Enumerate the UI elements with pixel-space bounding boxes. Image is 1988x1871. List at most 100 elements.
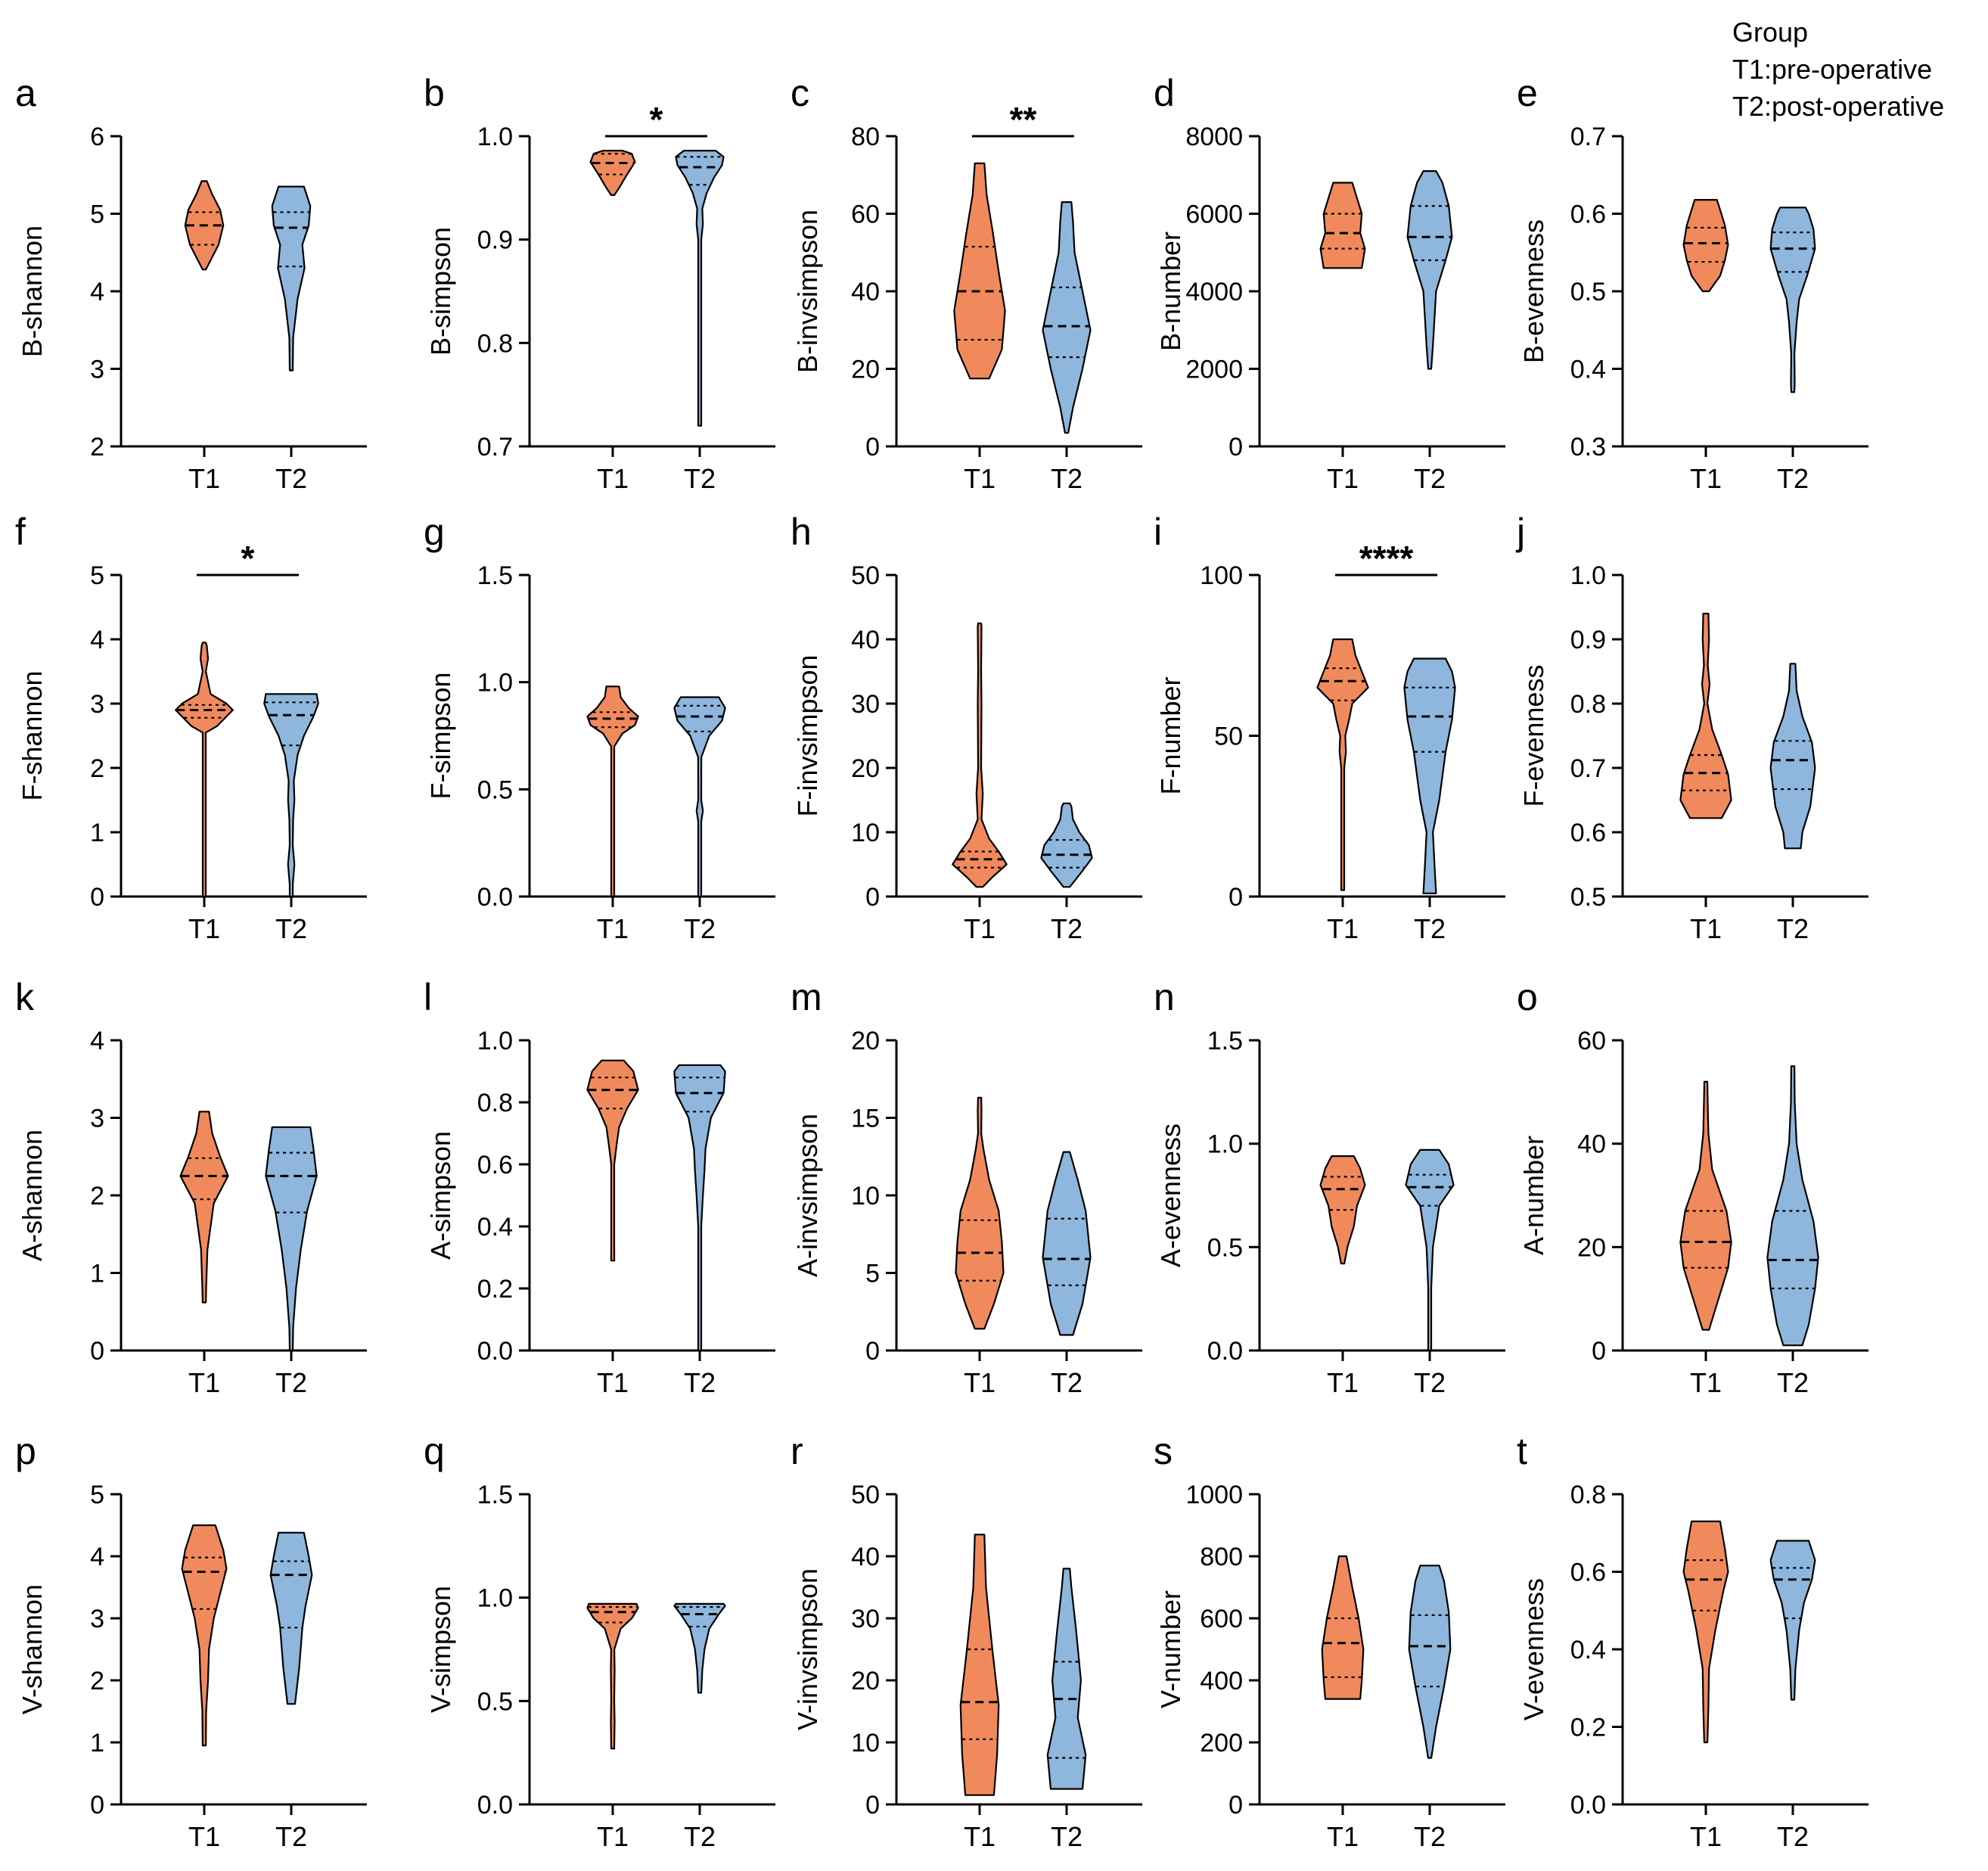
- panel-letter: c: [791, 72, 809, 114]
- y-tick-label: 0: [90, 1791, 104, 1820]
- y-tick-label: 0.5: [1207, 1233, 1243, 1262]
- x-tick-label: T1: [964, 463, 996, 494]
- x-tick-label: T2: [275, 913, 307, 944]
- y-axis-label: V-invsimpson: [792, 1568, 823, 1730]
- panel-j: j 0.5 0.6 0.7 0.8 0.9 1.0 T1 T2 F-evenness: [1515, 511, 1868, 944]
- y-tick-label: 0.8: [477, 329, 513, 358]
- x-tick-label: T1: [1690, 913, 1722, 944]
- violin-t1: [1319, 182, 1366, 269]
- y-tick-label: 0: [1229, 1791, 1243, 1820]
- y-tick-label: 0.5: [1570, 278, 1606, 306]
- y-tick-label: 2: [90, 1667, 104, 1695]
- x-tick-label: T1: [1327, 913, 1359, 944]
- y-tick-label: 10: [851, 819, 880, 847]
- y-tick-label: 0.0: [477, 883, 513, 912]
- x-tick-label: T2: [1777, 913, 1809, 944]
- panel-m: m 0 5 10 15 20 T1 T2 A-invsimpson: [791, 976, 1142, 1398]
- y-tick-label: 0.7: [1570, 123, 1606, 151]
- x-tick-label: T2: [1051, 1821, 1083, 1852]
- x-tick-label: T2: [1414, 1367, 1446, 1398]
- x-tick-label: T1: [597, 1367, 629, 1398]
- y-axis-label: V-evenness: [1518, 1578, 1549, 1720]
- y-axis-label: F-number: [1155, 676, 1186, 794]
- panel-letter: s: [1154, 1430, 1173, 1472]
- panel-b: b 0.7 0.8 0.9 1.0 T1 T2 B-simpson *: [424, 72, 775, 494]
- violin-t2: [1403, 657, 1456, 894]
- violin-t2: [673, 1064, 726, 1352]
- x-tick-label: T1: [597, 913, 629, 944]
- y-tick-label: 20: [851, 1027, 880, 1055]
- violin-t2: [673, 1602, 726, 1694]
- y-tick-label: 40: [851, 626, 880, 654]
- violin-t2: [1408, 1565, 1452, 1759]
- y-tick-label: 10: [851, 1729, 880, 1758]
- y-axis-label: F-shannon: [17, 670, 48, 800]
- y-tick-label: 0: [1592, 1337, 1606, 1366]
- y-tick-label: 4000: [1185, 278, 1243, 306]
- y-tick-label: 0.0: [1207, 1337, 1243, 1366]
- x-tick-label: T2: [1051, 913, 1083, 944]
- violin-t2: [265, 1126, 318, 1352]
- y-axis-label: A-simpson: [425, 1131, 456, 1260]
- y-tick-label: 800: [1200, 1543, 1243, 1571]
- panel-letter: d: [1154, 72, 1175, 114]
- violin-t1: [1679, 1080, 1732, 1331]
- x-tick-label: T1: [597, 463, 629, 494]
- x-tick-label: T2: [1051, 1367, 1083, 1398]
- y-tick-label: 0: [90, 1337, 104, 1366]
- y-tick-label: 4: [90, 1027, 104, 1055]
- y-tick-label: 0: [1229, 433, 1243, 462]
- panel-k: k 0 1 2 3 4 T1 T2 A-shannon: [15, 976, 367, 1398]
- x-tick-label: T2: [1777, 1821, 1809, 1852]
- y-tick-label: 3: [90, 356, 104, 384]
- y-tick-label: 3: [90, 690, 104, 719]
- x-tick-label: T2: [1777, 1367, 1809, 1398]
- y-tick-label: 4: [90, 626, 104, 654]
- y-tick-label: 3: [90, 1605, 104, 1633]
- y-tick-label: 6: [90, 123, 104, 151]
- y-tick-label: 1.5: [1207, 1027, 1243, 1055]
- legend-item-t1: T1:pre-operative: [1732, 54, 1933, 85]
- y-tick-label: 0.6: [477, 1151, 513, 1179]
- y-tick-label: 600: [1200, 1605, 1243, 1633]
- x-tick-label: T2: [275, 463, 307, 494]
- y-tick-label: 0.5: [477, 1687, 513, 1716]
- y-tick-label: 30: [851, 1605, 880, 1633]
- y-tick-label: 1.0: [477, 123, 513, 151]
- panel-letter: k: [15, 976, 35, 1018]
- panel-s: s 0 200 400 600 800 1000 T1 T2 V-number: [1154, 1430, 1505, 1852]
- panel-letter: r: [791, 1430, 803, 1472]
- y-tick-label: 0.9: [1570, 626, 1606, 654]
- violin-t1: [1682, 1520, 1729, 1744]
- y-tick-label: 1.0: [1207, 1130, 1243, 1159]
- violin-t2: [1046, 1568, 1087, 1790]
- y-axis-label: F-invsimpson: [792, 654, 823, 816]
- y-tick-label: 1: [90, 819, 104, 847]
- y-tick-label: 6000: [1185, 200, 1243, 229]
- significance-label: *: [650, 100, 663, 139]
- y-tick-label: 2: [90, 1182, 104, 1211]
- y-tick-label: 2: [90, 433, 104, 462]
- x-tick-label: T1: [188, 1367, 220, 1398]
- y-tick-label: 15: [851, 1105, 880, 1133]
- panel-letter: n: [1154, 976, 1175, 1018]
- violin-t2: [1042, 1151, 1092, 1336]
- violin-t2: [1405, 1148, 1455, 1352]
- y-tick-label: 60: [851, 200, 880, 229]
- y-tick-label: 100: [1200, 561, 1243, 590]
- panel-letter: m: [791, 976, 822, 1018]
- panel-a: a 2 3 4 5 6 T1 T2 B-shannon: [15, 72, 367, 494]
- panel-letter: g: [424, 511, 445, 553]
- violin-t1: [586, 1602, 639, 1750]
- violin-t1: [586, 1059, 639, 1262]
- violin-t2: [1042, 201, 1092, 434]
- panel-letter: t: [1517, 1430, 1527, 1472]
- y-axis-label: V-number: [1155, 1590, 1186, 1708]
- panel-letter: o: [1517, 976, 1538, 1018]
- panel-d: d 0 2000 4000 6000 8000 T1 T2 B-number: [1154, 72, 1505, 494]
- violin-t2: [675, 150, 725, 427]
- panel-f: f 0 1 2 3 4 5 T1 T2 F-shannon *: [15, 511, 367, 944]
- y-tick-label: 1.0: [1570, 561, 1606, 590]
- y-axis-label: A-evenness: [1155, 1124, 1186, 1267]
